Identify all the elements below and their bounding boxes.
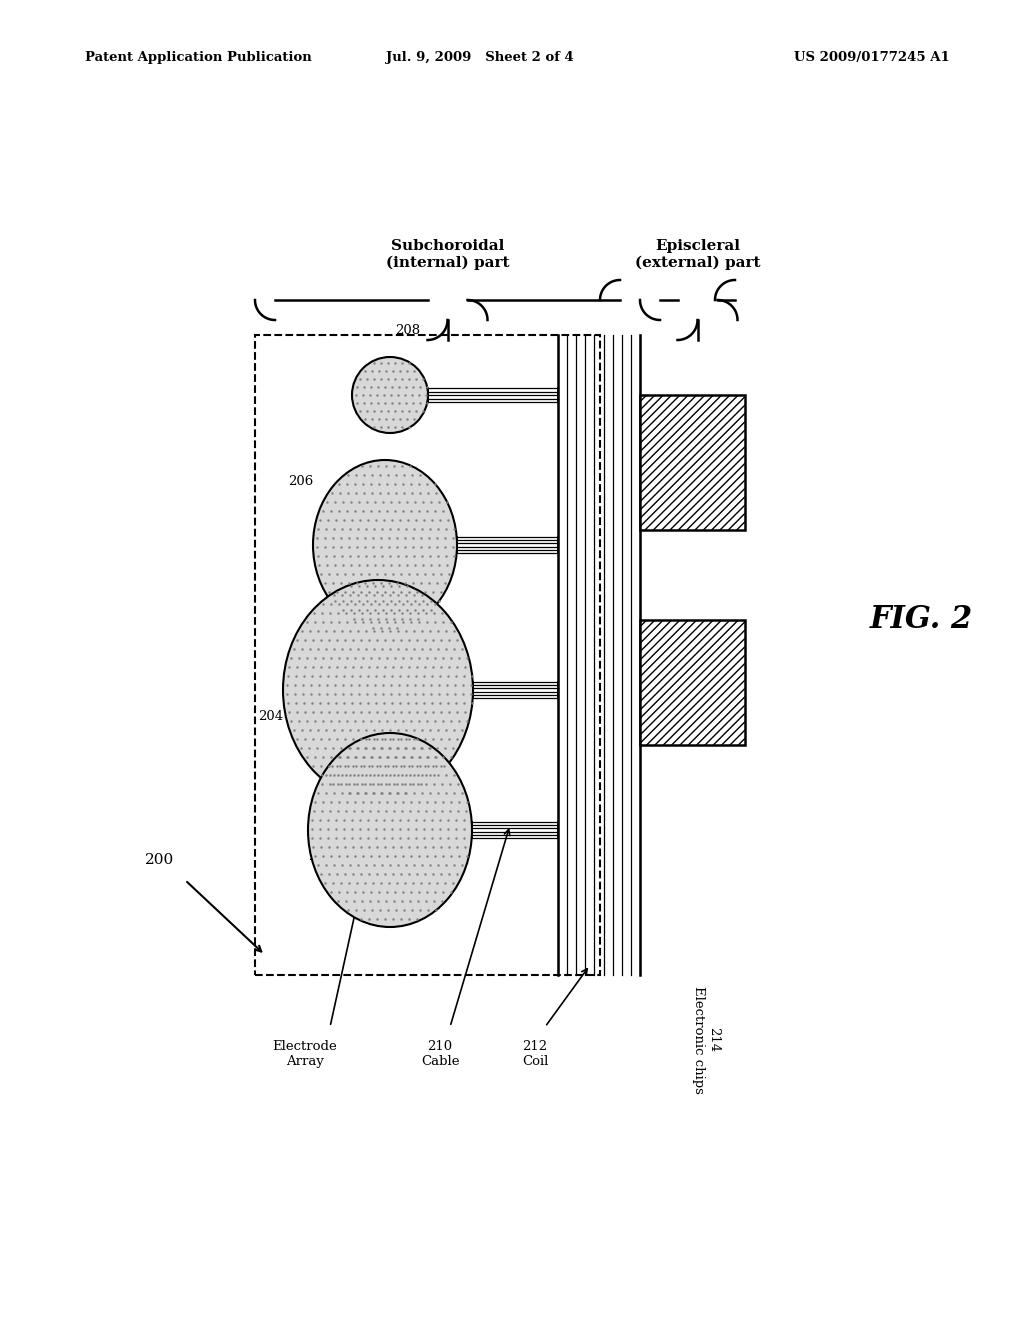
- Ellipse shape: [308, 733, 472, 927]
- Text: 204: 204: [258, 710, 283, 723]
- Ellipse shape: [313, 459, 457, 630]
- Bar: [640, 620, 745, 744]
- Bar: [255, 335, 600, 975]
- Text: FIG. 2: FIG. 2: [870, 605, 973, 635]
- Ellipse shape: [283, 579, 473, 800]
- Text: 214
Electronic chips: 214 Electronic chips: [692, 986, 720, 1094]
- Text: 206: 206: [288, 475, 313, 488]
- Text: 200: 200: [145, 853, 175, 867]
- Text: Subchoroidal
(internal) part: Subchoroidal (internal) part: [386, 239, 509, 271]
- Circle shape: [352, 356, 428, 433]
- Text: Patent Application Publication: Patent Application Publication: [85, 51, 311, 65]
- Text: 212
Coil: 212 Coil: [522, 1040, 548, 1068]
- Text: Episcleral
(external) part: Episcleral (external) part: [635, 239, 760, 271]
- Text: Jul. 9, 2009   Sheet 2 of 4: Jul. 9, 2009 Sheet 2 of 4: [386, 51, 573, 65]
- Text: 202: 202: [308, 850, 333, 863]
- Text: Electrode
Array: Electrode Array: [272, 1040, 337, 1068]
- Text: 210
Cable: 210 Cable: [421, 1040, 459, 1068]
- Bar: [640, 395, 745, 531]
- Text: 208: 208: [395, 323, 420, 337]
- Text: US 2009/0177245 A1: US 2009/0177245 A1: [795, 51, 950, 65]
